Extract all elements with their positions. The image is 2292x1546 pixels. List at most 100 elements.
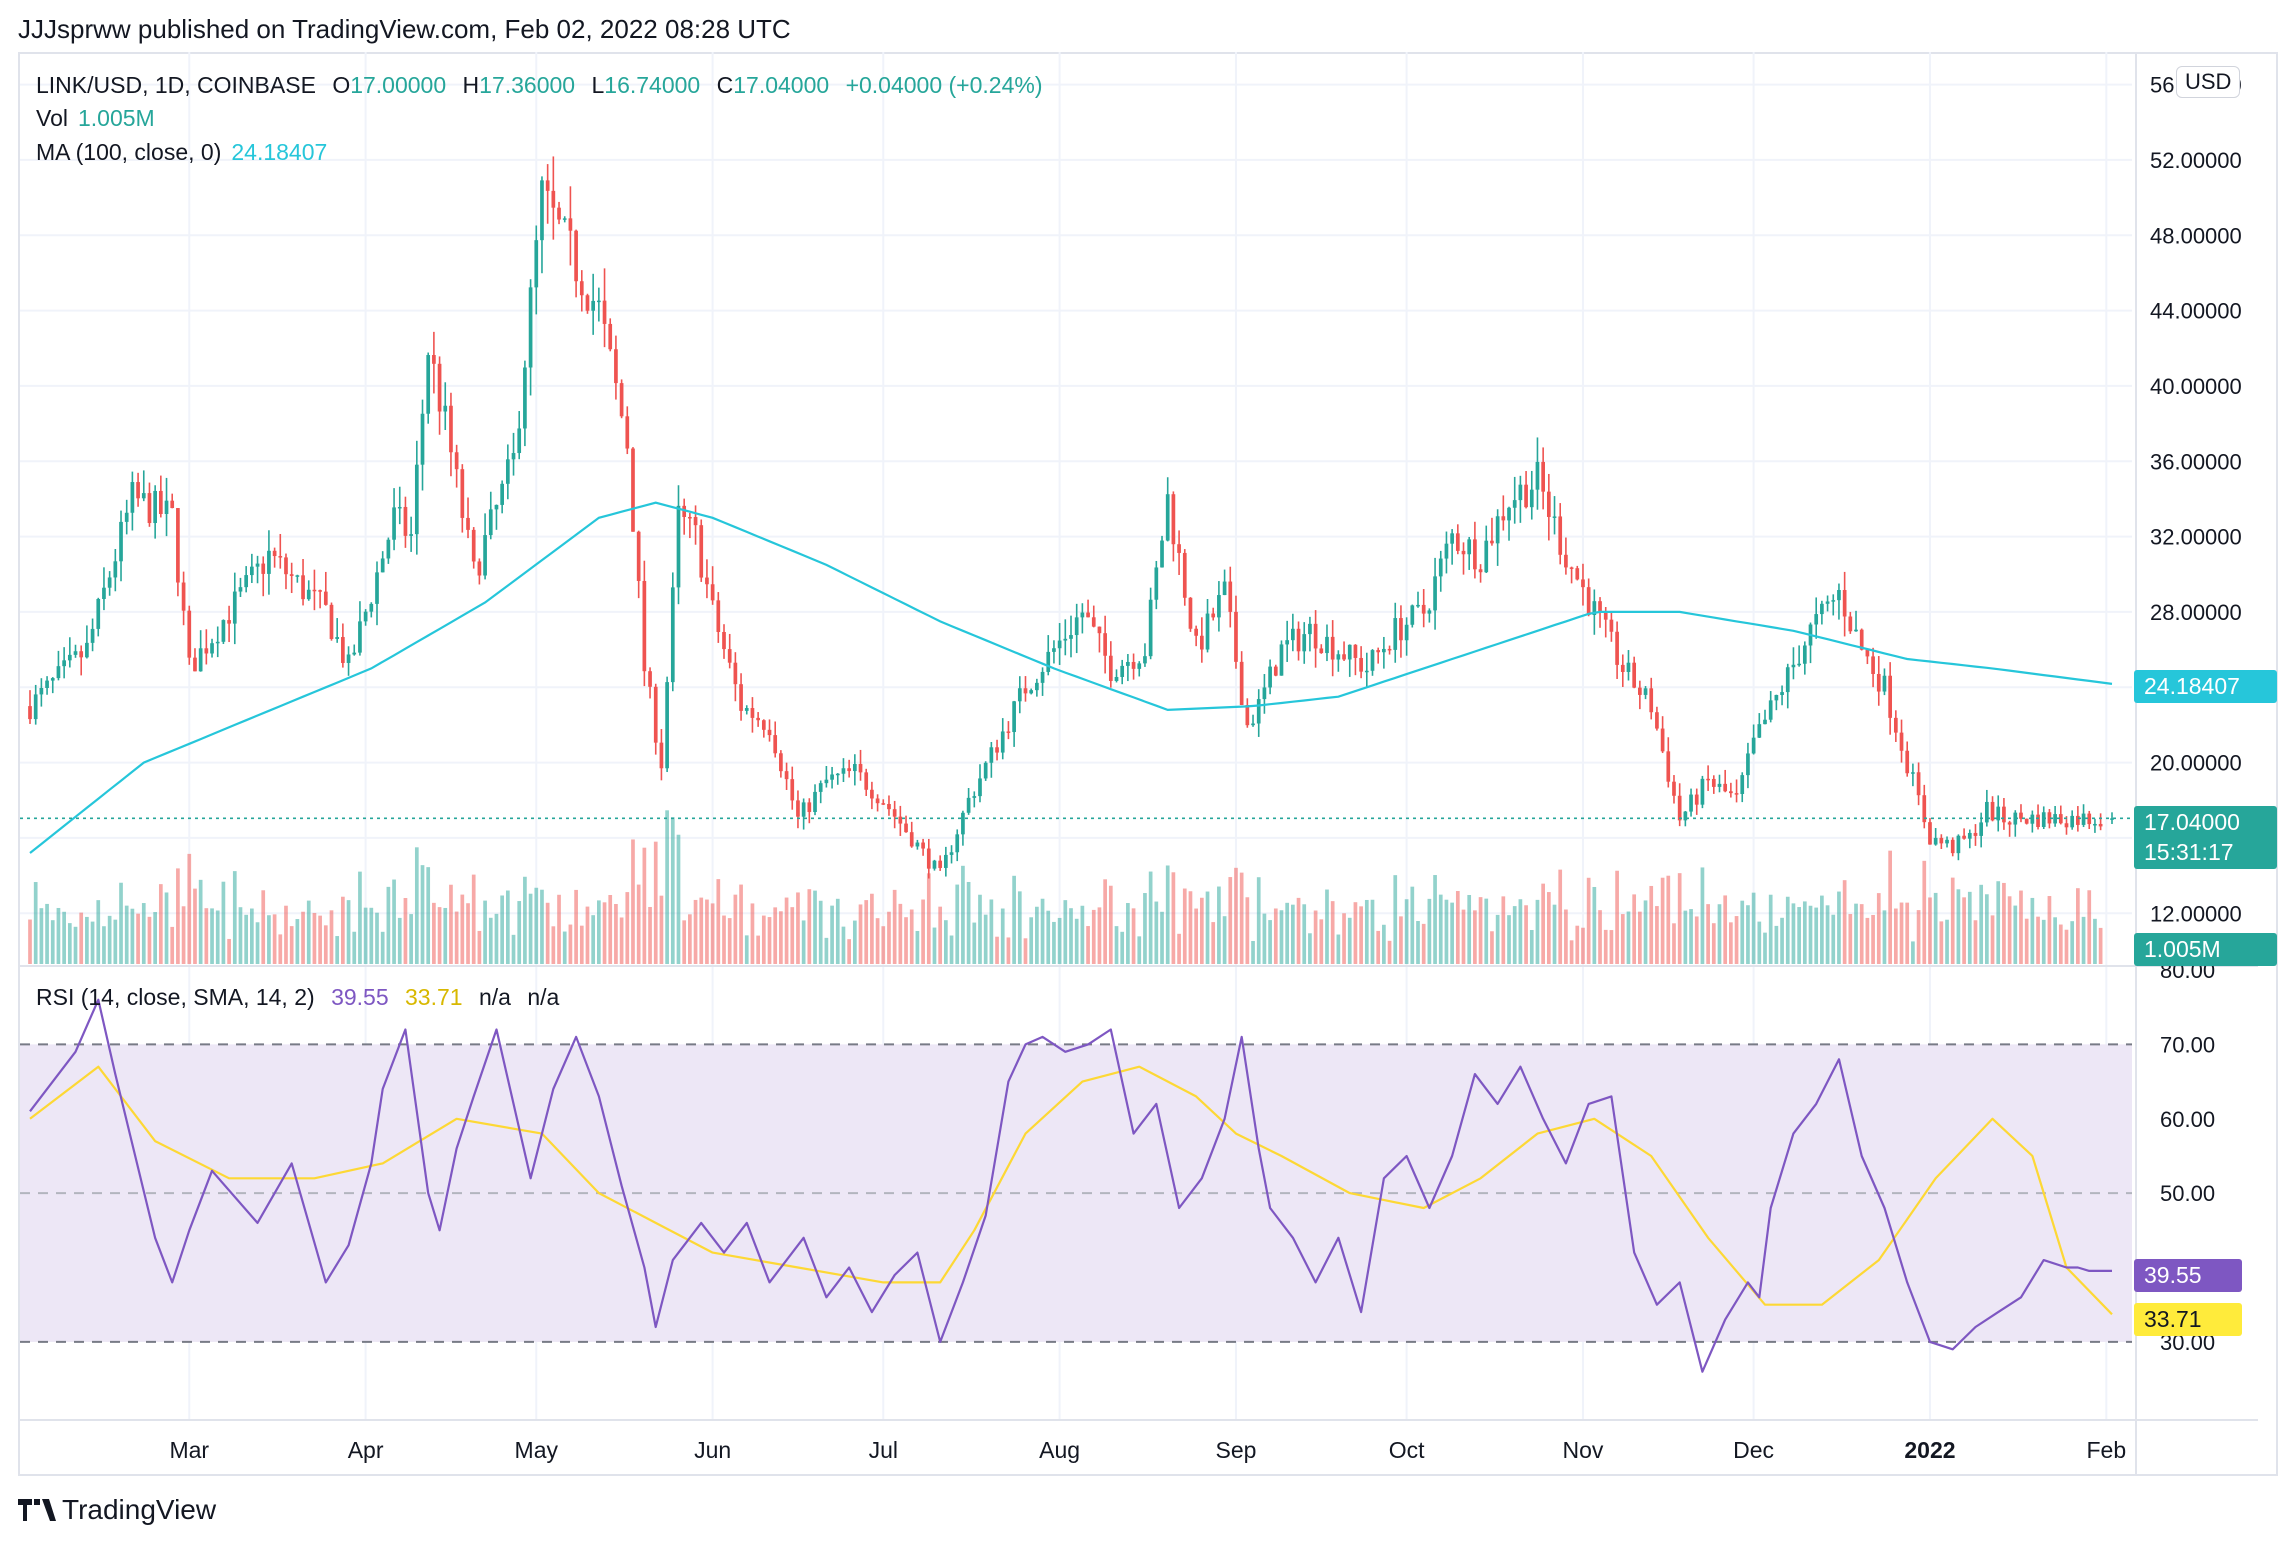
candle-body xyxy=(989,747,994,763)
volume-bar xyxy=(653,841,658,964)
candle-body xyxy=(574,230,578,282)
candle-body xyxy=(915,842,920,847)
volume-bar xyxy=(1592,886,1597,964)
volume-bar xyxy=(807,889,812,964)
volume-bar xyxy=(1837,891,1841,964)
volume-bar xyxy=(102,926,106,964)
candle-body xyxy=(1103,633,1107,656)
volume-bar xyxy=(1353,902,1358,964)
volume-bar xyxy=(210,908,214,964)
candle-body xyxy=(1382,648,1386,653)
volume-bar xyxy=(1979,884,1984,964)
volume-bar xyxy=(1029,917,1034,964)
candle-body xyxy=(158,490,163,514)
candle-body xyxy=(1268,666,1272,688)
candle-body xyxy=(1000,731,1005,753)
candle-body xyxy=(164,500,169,514)
candle-body xyxy=(50,678,55,681)
volume-bar xyxy=(272,914,277,964)
volume-bar xyxy=(591,915,596,964)
candle-body xyxy=(1296,628,1301,652)
volume-bar xyxy=(722,915,726,964)
candle-body xyxy=(534,240,539,288)
candle-body xyxy=(119,521,123,562)
candle-body xyxy=(944,854,948,868)
candle-body xyxy=(744,708,749,711)
candle-body xyxy=(858,764,863,773)
candle-body xyxy=(198,648,203,672)
volume-bar xyxy=(767,917,772,964)
volume-bar xyxy=(1842,880,1847,964)
volume-bar xyxy=(1529,930,1534,964)
publisher-line: JJJsprww published on TradingView.com, F… xyxy=(18,14,791,44)
volume-bar xyxy=(1370,899,1375,964)
volume-bar xyxy=(1188,891,1193,964)
volume-bar xyxy=(2030,897,2035,964)
volume-bar xyxy=(642,847,647,964)
candle-body xyxy=(585,295,590,311)
volume-bar xyxy=(574,889,578,964)
open-value: 17.00000 xyxy=(350,72,447,98)
candle-body xyxy=(1524,484,1528,508)
candle-body xyxy=(90,628,95,643)
candle-body xyxy=(255,563,260,567)
volume-bar xyxy=(221,881,226,964)
volume-bar xyxy=(1296,897,1301,964)
volume-bar xyxy=(1228,877,1233,964)
candle-body xyxy=(39,687,44,695)
rsi-na-1: n/a xyxy=(478,984,511,1010)
candle-body xyxy=(1723,783,1728,792)
volume-bar xyxy=(614,904,618,964)
volume-bar xyxy=(813,890,817,964)
candle-body xyxy=(625,416,630,449)
candle-body xyxy=(1768,700,1773,720)
candle-body xyxy=(938,860,943,868)
candle-body xyxy=(232,591,237,624)
volume-bar xyxy=(1285,902,1290,964)
currency-badge[interactable]: USD xyxy=(2176,66,2241,98)
volume-bar xyxy=(1706,904,1710,964)
time-tick-label: Aug xyxy=(1039,1437,1080,1463)
candle-body xyxy=(1945,839,1949,844)
candle-body xyxy=(85,642,89,658)
volume-bar xyxy=(1114,926,1119,964)
candle-body xyxy=(1444,543,1449,559)
volume-bar xyxy=(688,914,692,964)
volume-bar xyxy=(45,903,49,964)
candle-body xyxy=(722,631,726,650)
volume-bar xyxy=(1364,899,1369,964)
candle-body xyxy=(1746,753,1750,776)
volume-bar xyxy=(1012,875,1016,964)
volume-bar xyxy=(540,889,544,964)
volume-bar xyxy=(710,903,715,964)
candle-body xyxy=(1990,801,1995,821)
candle-body xyxy=(1820,603,1824,615)
volume-bar xyxy=(648,906,652,964)
volume-bar xyxy=(1057,917,1062,964)
volume-bar xyxy=(73,926,78,964)
volume-bar xyxy=(147,916,152,964)
candle-body xyxy=(864,772,869,790)
candle-body xyxy=(1086,612,1090,618)
candle-body xyxy=(494,504,499,510)
volume-bar xyxy=(636,884,641,964)
volume-bar xyxy=(1490,931,1494,964)
candle-body xyxy=(170,500,175,509)
candle-body xyxy=(1063,638,1068,641)
volume-bar xyxy=(1120,931,1125,964)
candle-body xyxy=(1091,617,1096,627)
candle-body xyxy=(2087,813,2092,825)
volume-bar xyxy=(568,924,573,964)
candle-body xyxy=(1780,692,1784,695)
candle-body xyxy=(1239,661,1244,706)
candle-body xyxy=(420,413,425,465)
candle-body xyxy=(136,482,140,499)
candle-body xyxy=(1410,605,1415,625)
candle-body xyxy=(380,558,385,573)
footer-brand[interactable]: TradingView xyxy=(18,1494,216,1526)
candle-body xyxy=(28,706,32,720)
candle-body xyxy=(221,620,226,642)
candle-body xyxy=(1291,628,1295,641)
volume-bar xyxy=(2076,888,2080,964)
